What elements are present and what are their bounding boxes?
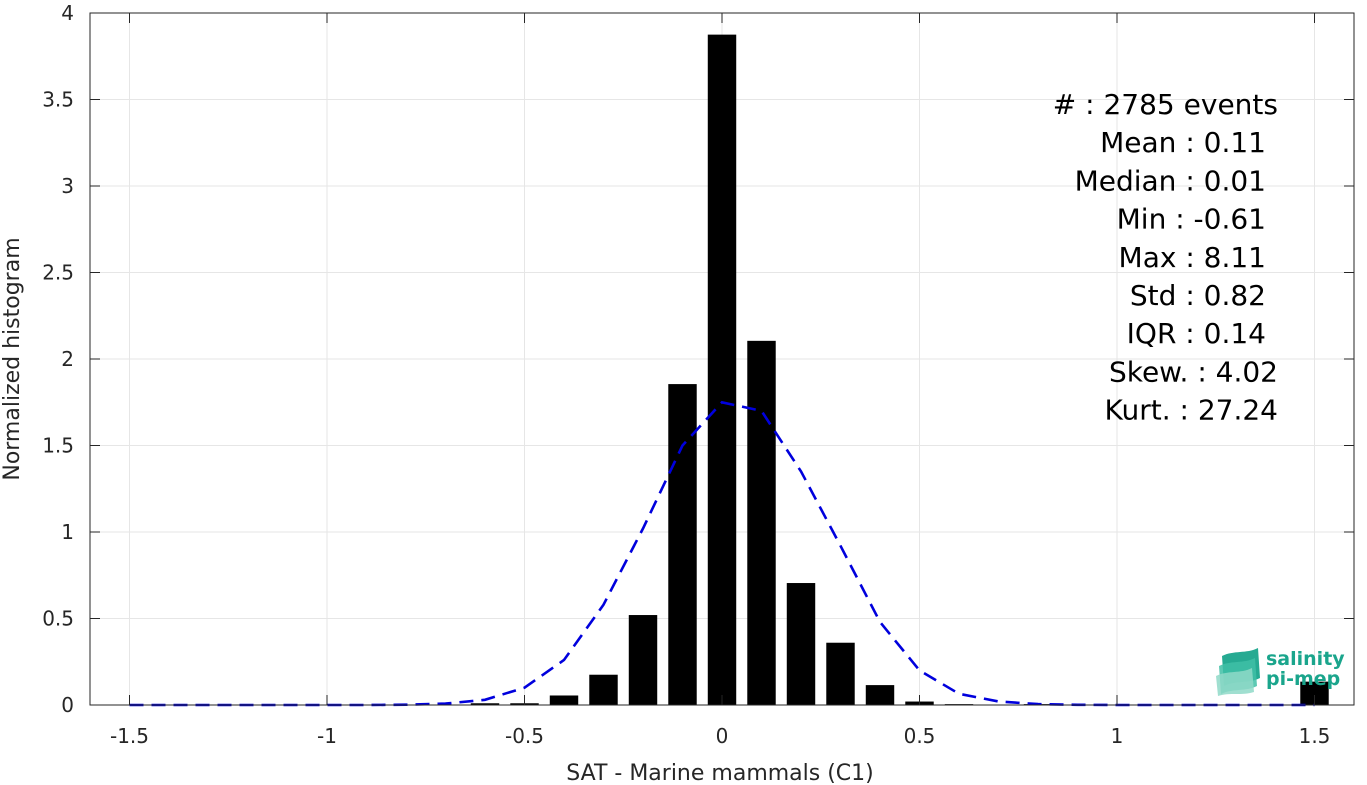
y-tick-label: 4 [61, 1, 74, 25]
bars [470, 34, 1329, 705]
x-axis-label: SAT - Marine mammals (C1) [566, 761, 874, 785]
y-tick-label: 2.5 [42, 261, 74, 285]
histogram-bar [628, 615, 658, 705]
y-tick-label: 3 [61, 174, 74, 198]
y-tick-label: 1 [61, 520, 74, 544]
x-tick-label: 0.5 [904, 724, 936, 748]
x-tick-label: 1 [1111, 724, 1124, 748]
x-tick-labels: -1.5 -1 -0.5 0 0.5 1 1.5 [110, 724, 1330, 748]
stats-line: Median : 0.01 [1075, 164, 1266, 197]
y-tick-label: 0 [61, 693, 74, 717]
y-tick-label: 3.5 [42, 88, 74, 112]
x-tick-label: 1.5 [1299, 724, 1331, 748]
stats-line: Std : 0.82 [1130, 279, 1266, 312]
y-axis-label: Normalized histogram [0, 237, 25, 480]
y-tick-labels: 0 0.5 1 1.5 2 2.5 3 3.5 4 [42, 1, 74, 717]
y-tick-label: 1.5 [42, 434, 74, 458]
histogram-bar [549, 695, 579, 705]
histogram-bar [589, 674, 618, 705]
histogram-bar [707, 34, 737, 705]
stats-annotation: # : 2785 events Mean : 0.11 Median : 0.01 M… [1053, 88, 1278, 427]
histogram-bar [865, 685, 895, 705]
stats-line: # : 2785 events [1053, 88, 1278, 121]
x-tick-label: -1 [317, 724, 337, 748]
logo-text-salinity: salinity [1266, 648, 1345, 670]
histogram-bar [786, 583, 816, 705]
stats-line: Max : 8.11 [1119, 241, 1266, 274]
logo-waves-icon [1216, 648, 1260, 696]
histogram-bar [668, 384, 697, 705]
salinity-pi-mep-logo: salinity pi-mep [1216, 648, 1345, 696]
ticks [90, 12, 1354, 706]
logo-text-pi-mep: pi-mep [1266, 668, 1340, 690]
x-tick-label: 0 [716, 724, 729, 748]
stats-line: Mean : 0.11 [1100, 126, 1266, 159]
x-tick-label: -1.5 [110, 724, 149, 748]
stats-line: Min : -0.61 [1117, 203, 1266, 236]
y-tick-label: 0.5 [42, 607, 74, 631]
histogram-bar [747, 340, 776, 705]
histogram-bar [826, 642, 855, 705]
x-tick-label: -0.5 [505, 724, 544, 748]
y-tick-label: 2 [61, 347, 74, 371]
stats-line: Kurt. : 27.24 [1105, 394, 1279, 427]
stats-line: Skew. : 4.02 [1109, 355, 1278, 388]
histogram-bar [470, 703, 500, 705]
stats-line: IQR : 0.14 [1127, 317, 1266, 350]
histogram-bar [1300, 681, 1329, 705]
